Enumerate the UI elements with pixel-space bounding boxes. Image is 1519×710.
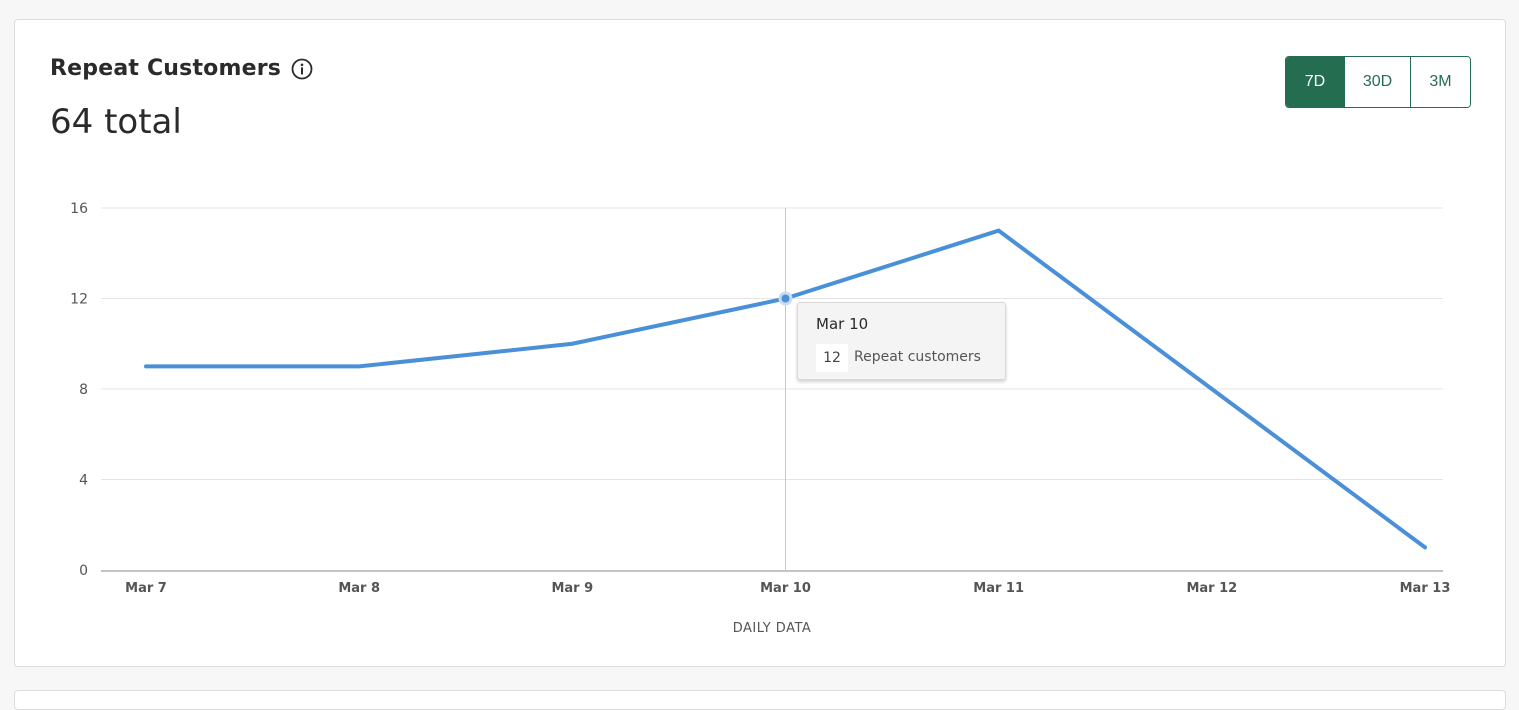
y-tick-label: 12 [70,292,88,308]
x-axis-title: DAILY DATA [733,621,812,636]
x-tick-label: Mar 10 [760,581,811,596]
range-selector: 7D 30D 3M [1285,56,1471,108]
x-tick-label: Mar 13 [1400,581,1451,596]
total-value: 64 total [50,102,182,142]
title-row: Repeat Customers [50,56,313,81]
range-7d-button[interactable]: 7D [1286,57,1344,107]
x-tick-label: Mar 8 [338,581,380,596]
x-tick-label: Mar 7 [125,581,167,596]
info-circle-icon[interactable] [291,58,313,80]
x-tick-label: Mar 12 [1186,581,1237,596]
tooltip-value: 12 [816,344,848,372]
tooltip-date: Mar 10 [816,315,869,333]
chart-tooltip: Mar 10 12 Repeat customers [797,302,1006,380]
hover-point [781,294,790,303]
range-30d-button[interactable]: 30D [1344,57,1410,107]
y-tick-label: 4 [79,473,88,489]
y-tick-label: 16 [70,201,88,217]
x-tick-label: Mar 11 [973,581,1024,596]
chart-title: Repeat Customers [50,56,282,81]
chart-card [14,19,1506,667]
tooltip-label: Repeat customers [854,349,981,365]
x-tick-label: Mar 9 [551,581,593,596]
range-3m-button[interactable]: 3M [1410,57,1470,107]
y-tick-label: 8 [79,382,88,398]
y-tick-label: 0 [79,563,88,579]
